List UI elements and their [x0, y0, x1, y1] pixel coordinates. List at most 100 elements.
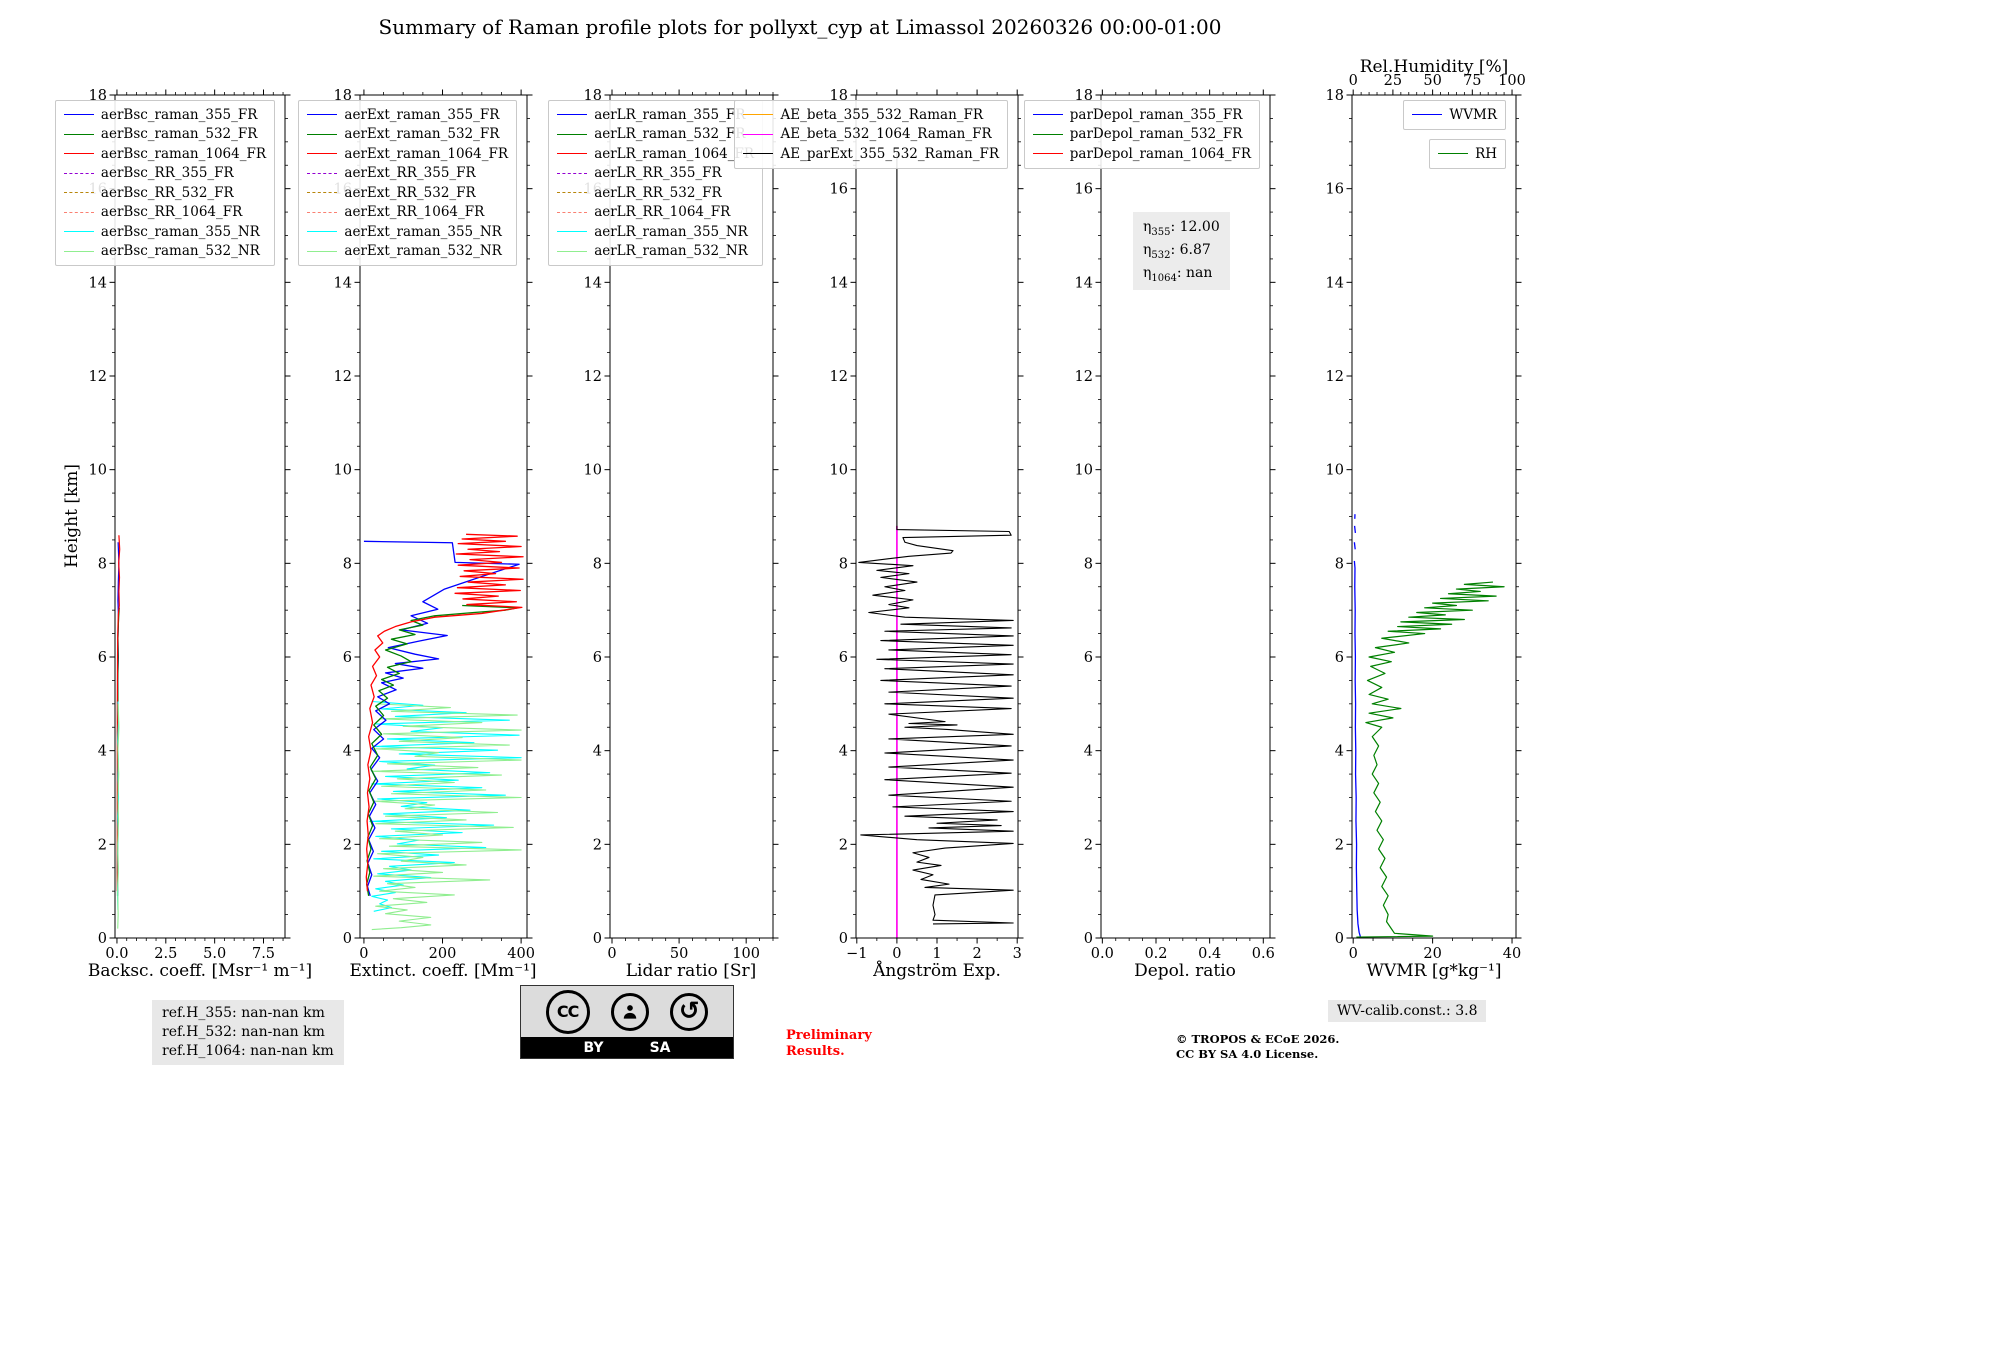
text-line: Results. — [786, 1044, 845, 1060]
x-axis-label-lidar-ratio: Lidar ratio [Sr] — [625, 961, 757, 981]
eta-subscript: 355 — [1151, 226, 1171, 238]
legend-item: aerLR_RR_1064_FR — [557, 203, 754, 223]
legend-label: aerLR_RR_355_FR — [594, 165, 722, 182]
copyright-note: © TROPOS & ECoE 2026. CC BY SA 4.0 Licen… — [1176, 1032, 1339, 1062]
tick-label: 40 — [1503, 946, 1521, 962]
tick-label: 16 — [1326, 182, 1344, 198]
legend-label: aerExt_RR_1064_FR — [344, 204, 485, 221]
tick-label: 4 — [343, 744, 352, 760]
legend-item: aerBsc_RR_532_FR — [63, 183, 266, 203]
depol-calibration-annotation: η355: 12.00 η532: 6.87 η1064: nan — [1133, 212, 1230, 291]
legend-wvmr: WVMR — [1403, 100, 1506, 130]
tick-label: 12 — [89, 369, 107, 385]
legend-label: aerLR_raman_532_FR — [594, 126, 746, 143]
eta-symbol: η — [1143, 219, 1152, 235]
tick-label: 75 — [1463, 73, 1481, 89]
legend-label: RH — [1475, 145, 1497, 162]
legend-line-sample — [307, 192, 338, 194]
legend-label: aerExt_raman_355_FR — [344, 106, 500, 123]
legend-item: aerExt_raman_355_NR — [307, 222, 508, 242]
legend-label: aerBsc_RR_532_FR — [100, 184, 234, 201]
legend-label: aerLR_RR_532_FR — [594, 184, 722, 201]
tick-label: 12 — [1326, 369, 1344, 385]
tick-label: 4 — [98, 744, 107, 760]
eta-subscript: 532 — [1151, 249, 1171, 261]
tick-label: 14 — [584, 275, 602, 291]
tick-label: 8 — [98, 556, 107, 572]
tick-label: 0.0 — [105, 946, 128, 962]
tick-label: 14 — [1326, 275, 1344, 291]
eta-subscript: 1064 — [1151, 272, 1177, 284]
tick-label: 16 — [830, 182, 848, 198]
legend-label: aerLR_raman_355_NR — [594, 223, 748, 240]
tick-label: 16 — [1075, 182, 1093, 198]
series-aerBsc_raman_532_NR — [117, 703, 120, 929]
y-axis-label: Height [km] — [62, 463, 82, 569]
legend-label: aerBsc_raman_355_NR — [100, 223, 260, 240]
tick-label: 10 — [584, 463, 602, 479]
legend-line-sample — [557, 231, 588, 233]
tick-label: 0 — [593, 931, 602, 947]
tick-label: 6 — [1335, 650, 1344, 666]
legend-line-sample — [1032, 153, 1063, 155]
text-line: © TROPOS & ECoE 2026. — [1176, 1032, 1340, 1046]
tick-label: 18 — [1326, 88, 1344, 104]
tick-label: 10 — [89, 463, 107, 479]
legend-item: aerLR_RR_532_FR — [557, 183, 754, 203]
legend-line-sample — [307, 114, 338, 116]
tick-label: 10 — [1075, 463, 1093, 479]
tick-label: 2 — [343, 837, 352, 853]
legend-line-sample — [307, 250, 338, 252]
tick-label: 10 — [1326, 463, 1344, 479]
legend-line-sample — [63, 231, 94, 233]
series-aerExt_raman_532_FR — [366, 604, 518, 896]
tick-label: 0 — [607, 946, 616, 962]
tick-label: 14 — [89, 275, 107, 291]
legend-item: aerBsc_RR_355_FR — [63, 164, 266, 184]
tick-label: 0 — [1084, 931, 1093, 947]
tick-label: 0 — [892, 946, 901, 962]
preliminary-results-note: Preliminary Results. — [786, 1028, 872, 1061]
legend-item: aerLR_raman_1064_FR — [557, 144, 754, 164]
tick-label: 4 — [593, 744, 602, 760]
tick-label: 0 — [1349, 73, 1358, 89]
tick-label: 0.0 — [1091, 946, 1114, 962]
legend-item: aerExt_RR_532_FR — [307, 183, 508, 203]
tick-label: 14 — [334, 275, 352, 291]
legend-item: aerExt_raman_532_NR — [307, 242, 508, 262]
figure-title: Summary of Raman profile plots for polly… — [378, 15, 1222, 39]
legend-line-sample — [307, 231, 338, 233]
cc-by-sa-badge: CC ↺ BY SA — [520, 985, 734, 1059]
eta-1064-line: η1064: nan — [1143, 263, 1220, 286]
tick-label: 10 — [334, 463, 352, 479]
tick-label: 0 — [1335, 931, 1344, 947]
counterclockwise-arrow-glyph: ↺ — [678, 995, 700, 1025]
legend-label: parDepol_raman_532_FR — [1069, 126, 1243, 143]
series-WVMR — [1353, 560, 1361, 937]
tick-label: 8 — [1335, 556, 1344, 572]
tick-label: 0 — [343, 931, 352, 947]
legend-item: aerExt_raman_355_FR — [307, 105, 508, 125]
tick-label: 12 — [584, 369, 602, 385]
legend-label: aerBsc_raman_355_FR — [100, 106, 258, 123]
legend-item: aerExt_RR_355_FR — [307, 164, 508, 184]
x-axis-label-backscatter: Backsc. coeff. [Msr⁻¹ m⁻¹] — [87, 961, 313, 981]
legend-item: aerLR_RR_355_FR — [557, 164, 754, 184]
tick-label: 100 — [732, 946, 760, 962]
legend-label: aerLR_raman_355_FR — [594, 106, 746, 123]
x-axis-label-wvmr: WVMR [g*kg⁻¹] — [1366, 961, 1502, 981]
legend-label: aerExt_RR_355_FR — [344, 165, 476, 182]
tick-label: 25 — [1384, 73, 1402, 89]
wv-calib-const-box: WV-calib.const.: 3.8 — [1328, 1000, 1487, 1022]
tick-label: 14 — [830, 275, 848, 291]
legend-label: aerExt_raman_532_NR — [344, 243, 502, 260]
x-axis-label-angstrom: Ångström Exp. — [873, 961, 1001, 981]
legend-label: parDepol_raman_355_FR — [1069, 106, 1243, 123]
tick-label: 400 — [507, 946, 535, 962]
eta-symbol: η — [1143, 241, 1152, 258]
legend-line-sample — [63, 250, 94, 252]
legend-item: parDepol_raman_532_FR — [1032, 125, 1251, 145]
legend-line-sample — [1438, 153, 1469, 155]
legend-line-sample — [557, 192, 588, 194]
